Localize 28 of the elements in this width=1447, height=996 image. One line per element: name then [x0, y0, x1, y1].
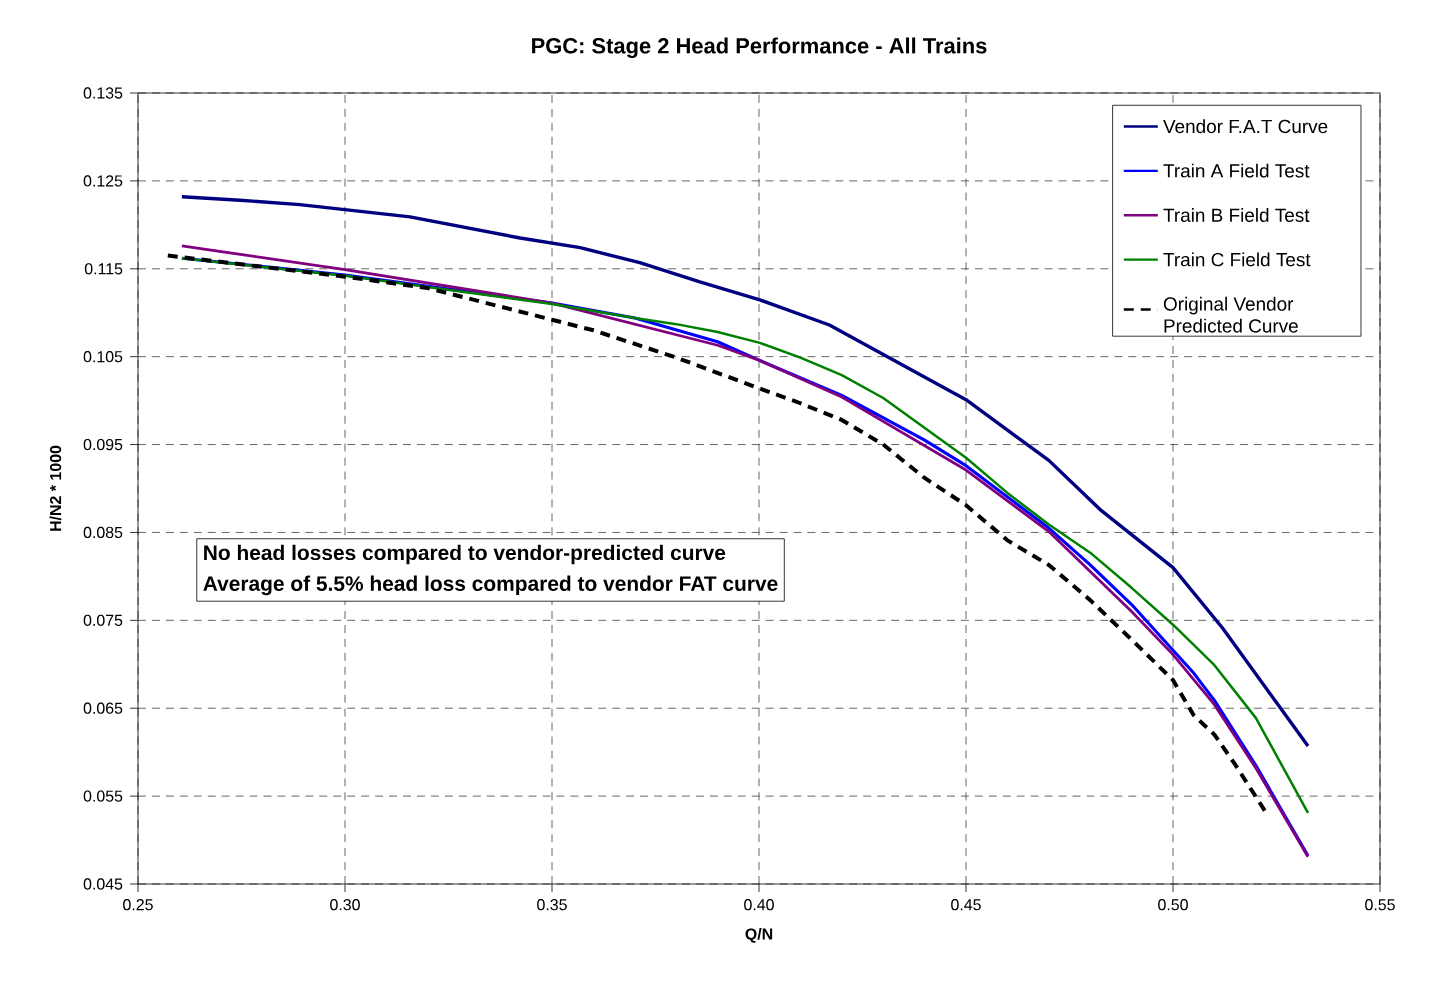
x-tick-label: 0.30 [330, 899, 360, 911]
line-series [180, 195, 1310, 748]
legend-label: Vendor F.A.T Curve [1163, 119, 1328, 134]
legend-label: Train A Field Test [1163, 163, 1310, 178]
legend-label: Train C Field Test [1163, 252, 1311, 267]
x-tick-label: 0.45 [951, 899, 981, 911]
x-axis-title: Q/N [745, 928, 773, 943]
x-tick-label: 0.25 [123, 899, 153, 911]
chart-title: PGC: Stage 2 Head Performance - All Trains [532, 37, 987, 59]
legend-label: Original Vendor Predicted Curve [1163, 296, 1298, 333]
x-tick-label: 0.40 [744, 899, 774, 911]
y-tick-label: 0.125 [83, 175, 123, 187]
y-tick-label: 0.075 [83, 614, 123, 626]
x-tick-label: 0.50 [1158, 899, 1188, 911]
y-tick-label: 0.095 [83, 438, 123, 451]
annotation: No head losses compared to vendor-predicted curve [204, 544, 726, 565]
y-tick-label: 0.085 [83, 526, 123, 539]
y-tick-label: 0.135 [83, 87, 123, 99]
legend-label: Train B Field Test [1163, 208, 1310, 222]
y-tick-label: 0.055 [83, 790, 123, 802]
x-tick-label: 0.35 [537, 899, 567, 911]
annotation: Average of 5.5% head loss compared to vendor FAT curve [203, 575, 778, 596]
x-tick-label: 0.55 [1365, 899, 1395, 911]
y-axis-title: H/N2 * 1000 [49, 445, 62, 531]
y-tick-label: 0.105 [83, 351, 123, 363]
y-tick-label: 0.045 [83, 878, 123, 890]
y-tick-label: 0.065 [83, 702, 123, 714]
y-tick-label: 0.115 [84, 263, 123, 275]
